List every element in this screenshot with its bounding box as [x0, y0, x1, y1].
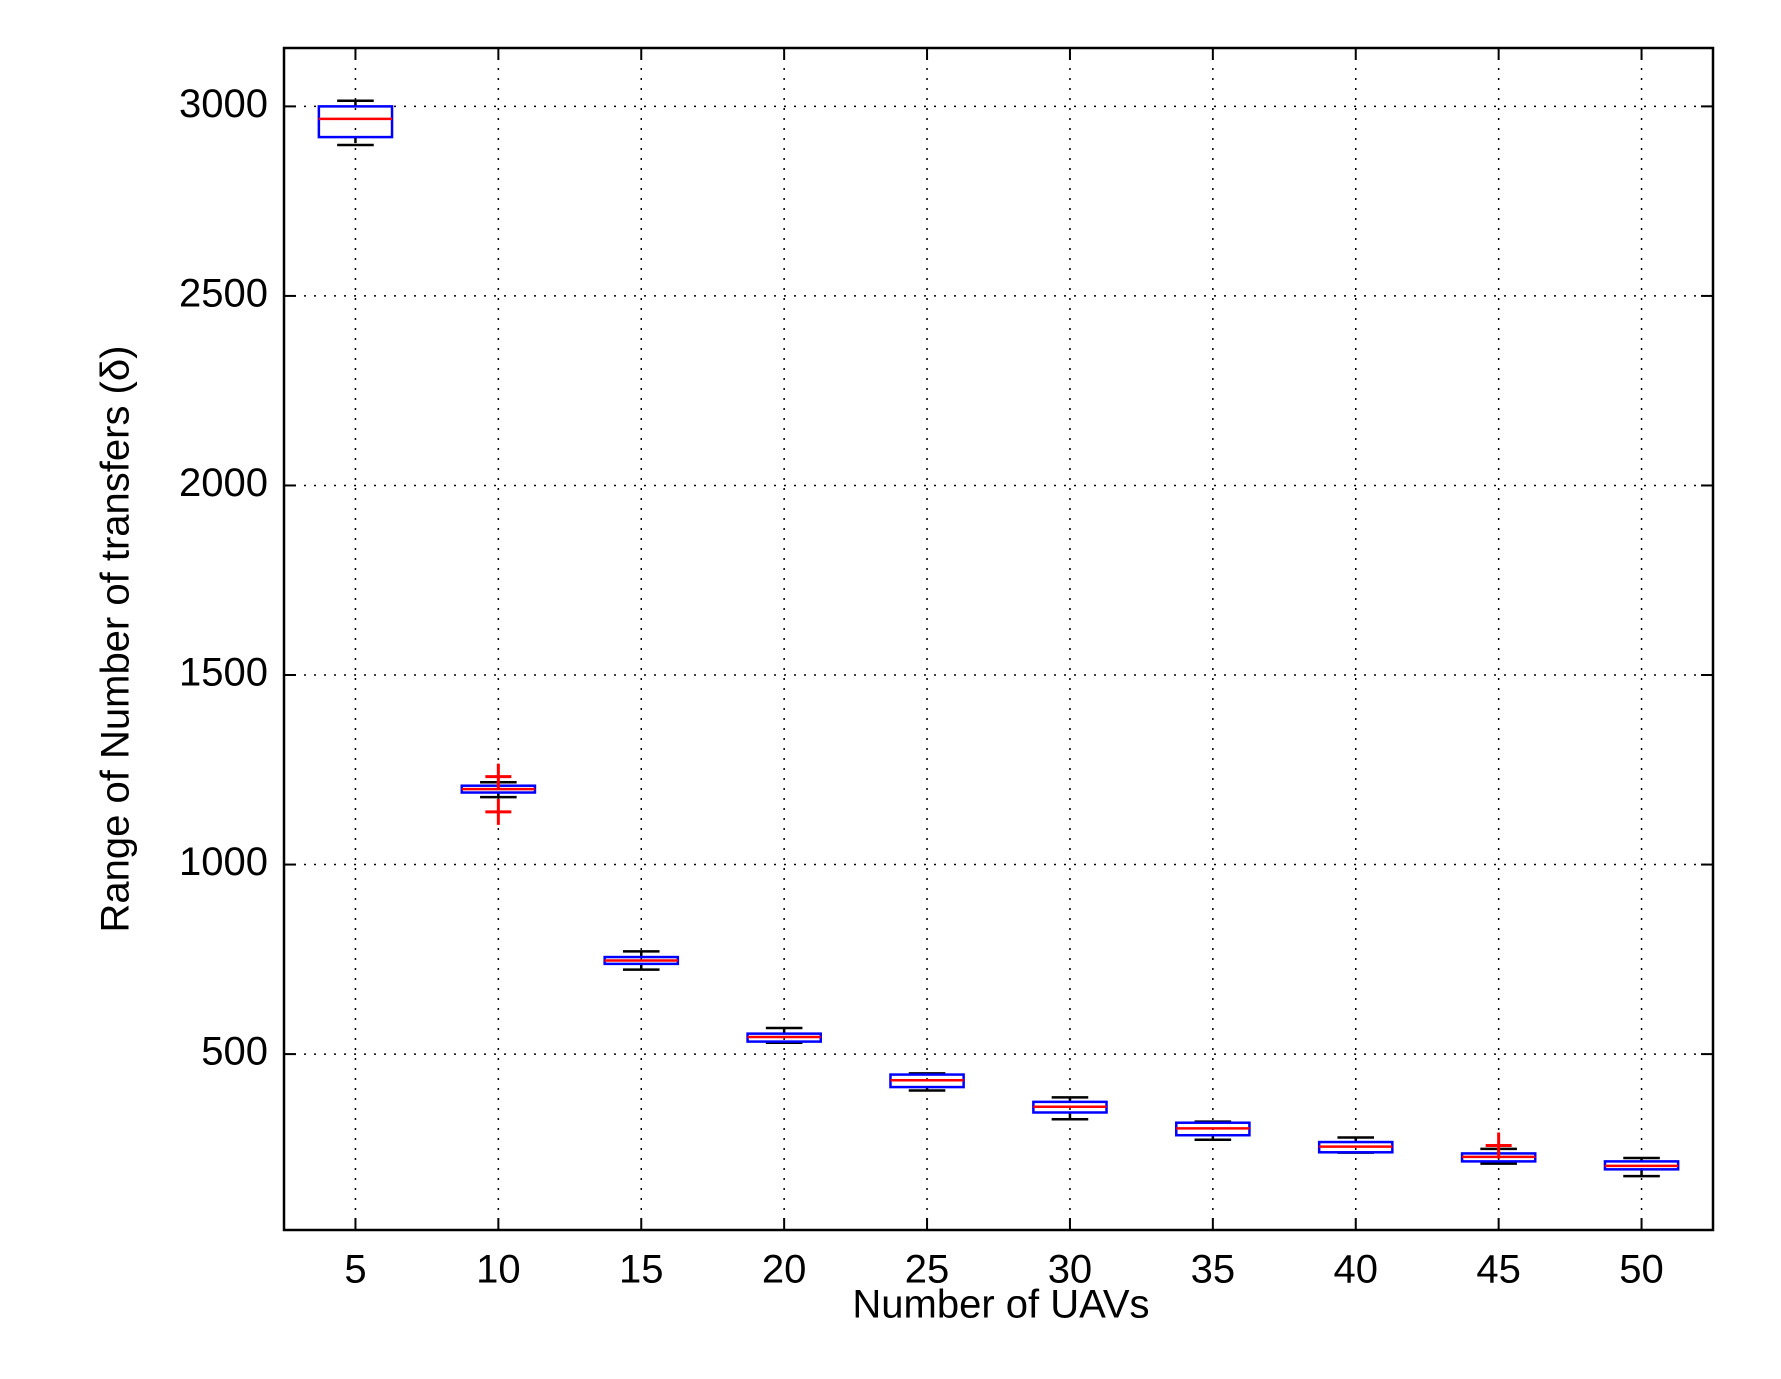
- y-tick-label: 500: [201, 1030, 268, 1074]
- y-tick-label: 1000: [179, 840, 268, 884]
- y-axis-label: Range of Number of transfers (δ): [94, 346, 138, 933]
- x-tick-label: 15: [619, 1248, 664, 1292]
- x-tick-label: 20: [762, 1248, 807, 1292]
- outlier: [1485, 1132, 1512, 1159]
- x-tick-label: 45: [1476, 1248, 1521, 1292]
- x-tick-label: 50: [1619, 1248, 1664, 1292]
- y-tick-label: 1500: [179, 651, 268, 695]
- x-tick-label: 30: [1048, 1248, 1093, 1292]
- plot-frame: [282, 46, 1715, 1232]
- x-axis-label: Number of UAVs: [852, 1283, 1149, 1327]
- x-tick-label: 40: [1334, 1248, 1379, 1292]
- x-tick-label: 5: [344, 1248, 366, 1292]
- outlier: [485, 798, 512, 825]
- x-tick-label: 35: [1191, 1248, 1236, 1292]
- x-tick-label: 10: [476, 1248, 521, 1292]
- outlier: [485, 763, 512, 790]
- y-tick-label: 2000: [179, 461, 268, 505]
- box: [317, 105, 394, 139]
- y-tick-label: 3000: [179, 82, 268, 126]
- x-tick-label: 25: [905, 1248, 950, 1292]
- y-tick-label: 2500: [179, 271, 268, 315]
